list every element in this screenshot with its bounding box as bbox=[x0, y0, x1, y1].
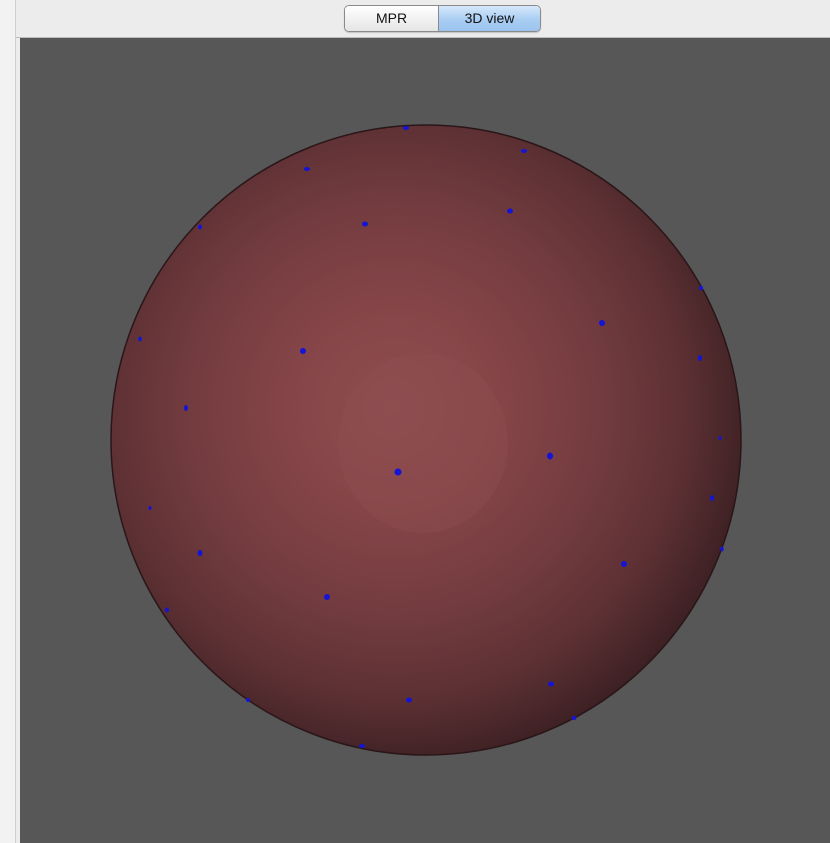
marker-point[interactable] bbox=[304, 167, 310, 171]
marker-point[interactable] bbox=[406, 697, 412, 703]
marker-point[interactable] bbox=[403, 126, 409, 130]
tab-mpr[interactable]: MPR bbox=[345, 6, 439, 31]
marker-point[interactable] bbox=[547, 452, 553, 460]
sphere-highlight bbox=[338, 353, 508, 533]
surface-markers bbox=[138, 126, 724, 748]
marker-point[interactable] bbox=[718, 436, 722, 440]
marker-point[interactable] bbox=[548, 681, 554, 687]
marker-point[interactable] bbox=[324, 594, 330, 600]
marker-point[interactable] bbox=[300, 348, 306, 354]
marker-point[interactable] bbox=[198, 224, 202, 230]
3d-render-viewport[interactable] bbox=[20, 38, 830, 843]
marker-point[interactable] bbox=[246, 698, 250, 702]
view-tab-bar: MPR 3D view bbox=[16, 0, 830, 38]
view-mode-segmented-control: MPR 3D view bbox=[344, 5, 541, 32]
marker-point[interactable] bbox=[710, 495, 714, 501]
marker-point[interactable] bbox=[197, 550, 203, 556]
3d-render-canvas[interactable] bbox=[20, 38, 830, 843]
rendered-sphere[interactable] bbox=[110, 124, 742, 756]
marker-point[interactable] bbox=[359, 744, 365, 748]
marker-point[interactable] bbox=[362, 221, 368, 227]
marker-point[interactable] bbox=[165, 607, 169, 613]
tab-3d-view[interactable]: 3D view bbox=[439, 6, 540, 31]
marker-point[interactable] bbox=[521, 149, 527, 153]
marker-point[interactable] bbox=[599, 320, 605, 326]
marker-point[interactable] bbox=[699, 285, 703, 291]
marker-point[interactable] bbox=[571, 716, 577, 720]
marker-point[interactable] bbox=[621, 561, 627, 567]
marker-point[interactable] bbox=[394, 468, 402, 476]
marker-point[interactable] bbox=[507, 208, 513, 214]
marker-point[interactable] bbox=[698, 355, 702, 361]
marker-point[interactable] bbox=[148, 506, 152, 510]
left-panel-edge bbox=[0, 0, 16, 843]
marker-point[interactable] bbox=[138, 336, 142, 342]
marker-point[interactable] bbox=[184, 405, 188, 411]
marker-point[interactable] bbox=[720, 546, 724, 552]
